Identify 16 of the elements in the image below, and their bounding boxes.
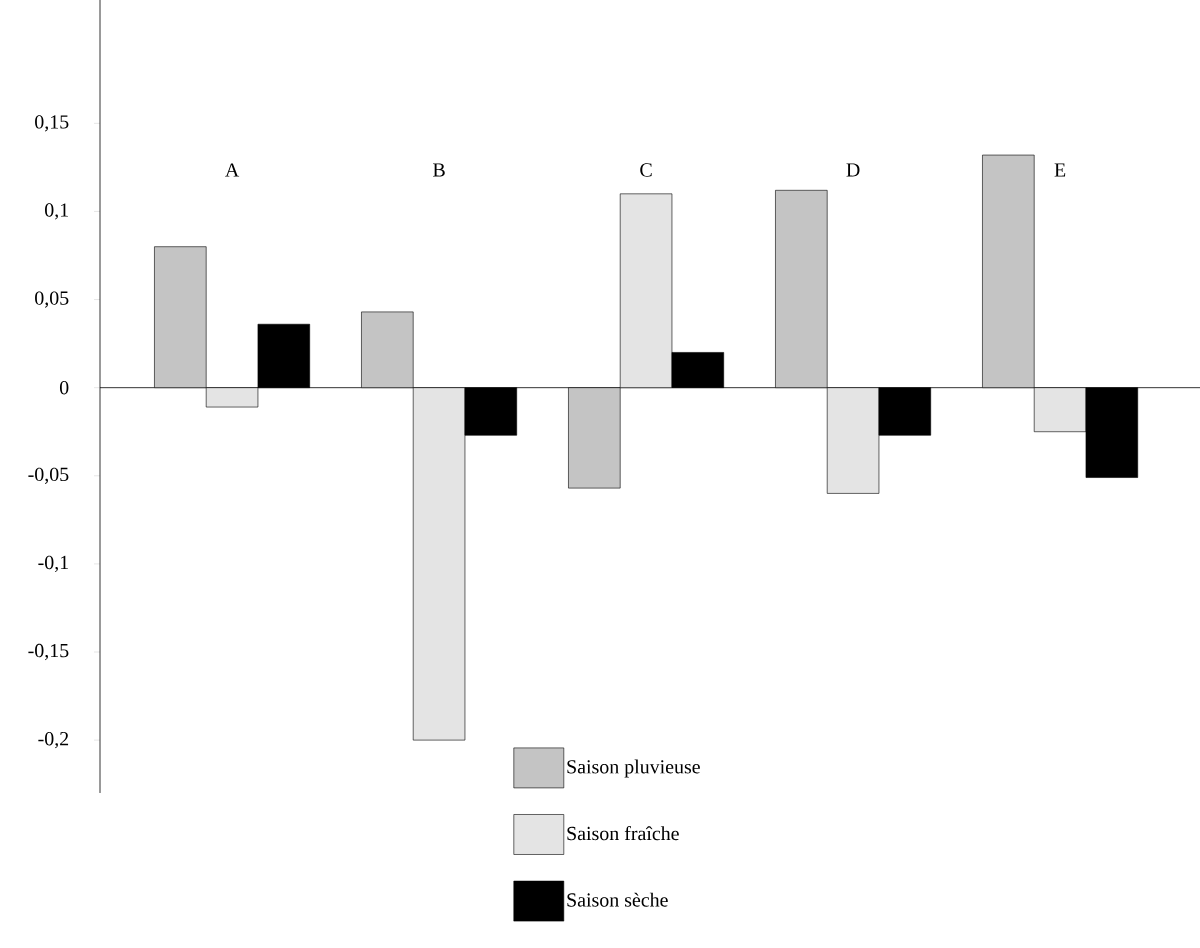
- legend-label: Saison sèche: [567, 892, 668, 907]
- y-tick-label: -0,05: [28, 467, 69, 484]
- y-tick-label: -0,15: [28, 643, 69, 661]
- y-tick-label: 0,1: [45, 203, 68, 220]
- x-tick-label: C: [640, 163, 652, 177]
- x-tick-label: D: [846, 163, 860, 177]
- x-tick-label: A: [225, 163, 240, 177]
- legend-label: Saison pluvieuse: [567, 759, 700, 778]
- x-tick-label: E: [1054, 163, 1066, 177]
- y-tick-label: 0: [59, 380, 69, 395]
- legend-label: Saison fraîche: [567, 825, 679, 841]
- y-tick-label: -0,2: [38, 731, 69, 749]
- y-tick-label: 0,15: [35, 115, 69, 132]
- x-tick-label: B: [433, 163, 445, 177]
- y-tick-label: 0,05: [35, 291, 69, 308]
- y-tick-label: -0,1: [38, 555, 68, 573]
